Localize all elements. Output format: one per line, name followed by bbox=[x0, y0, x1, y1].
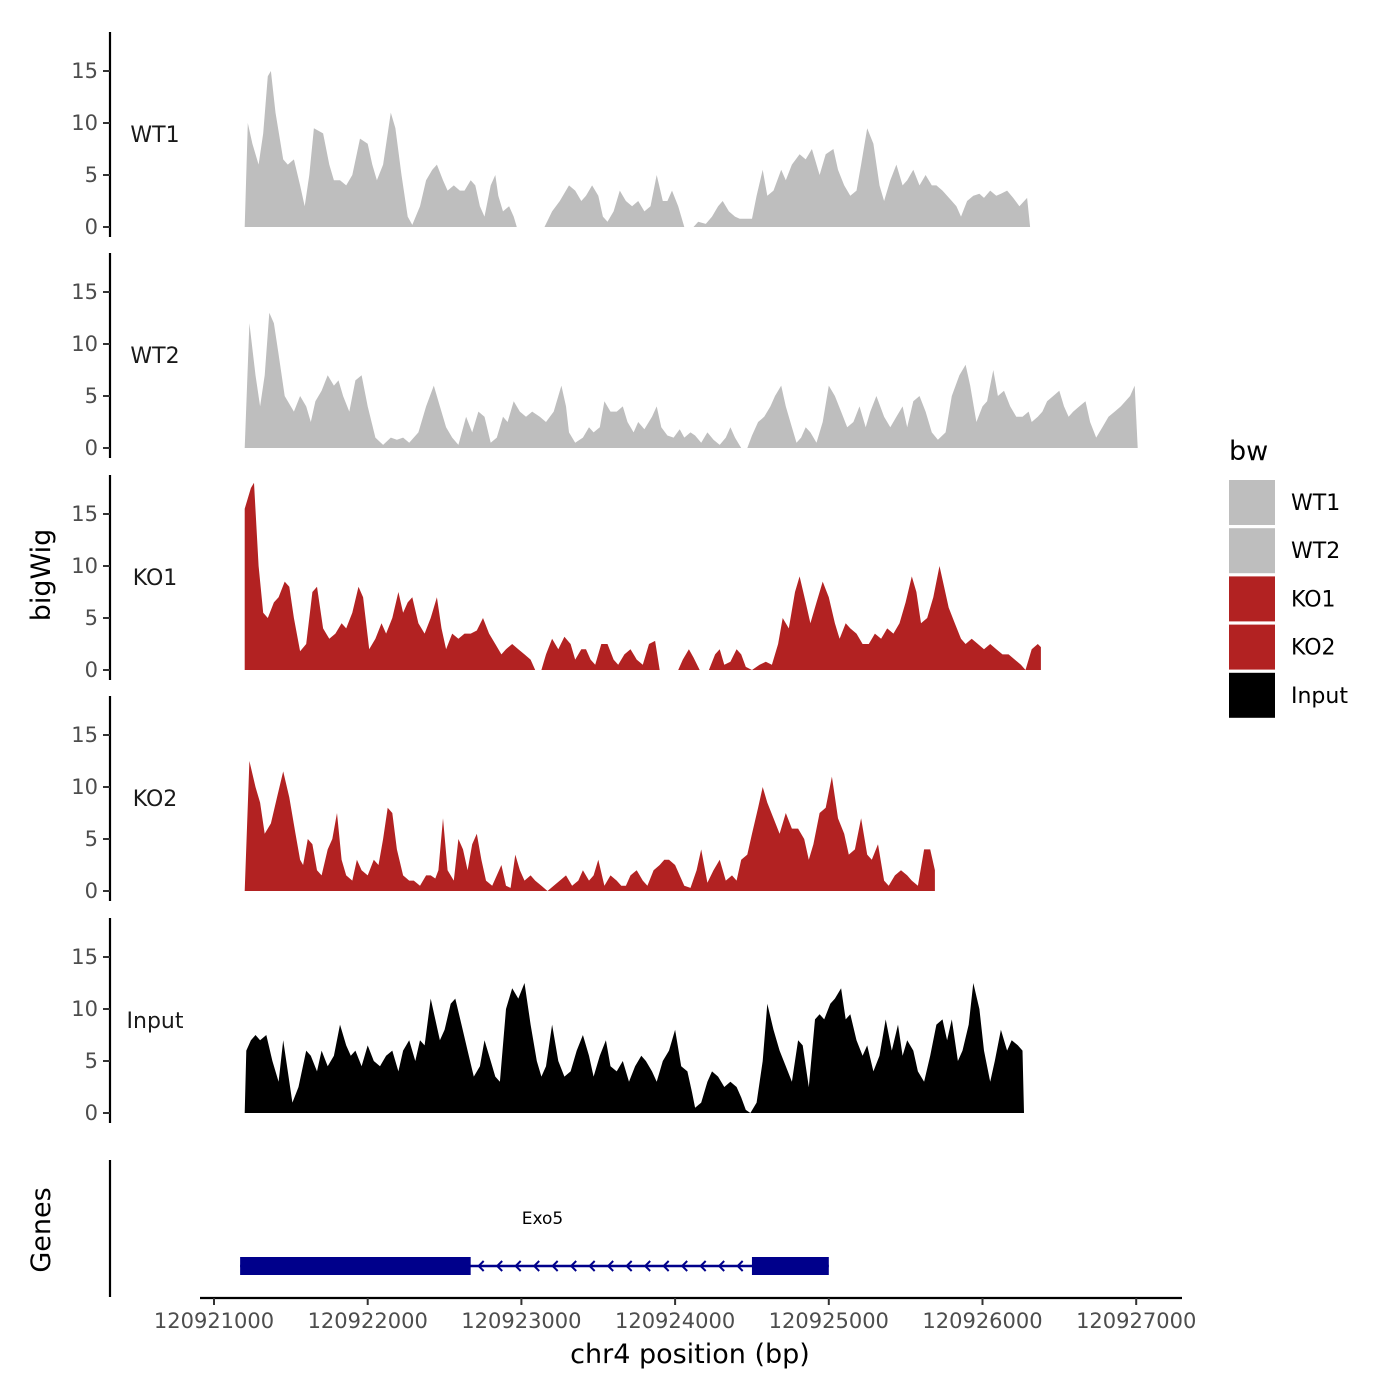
y-tick-label: 15 bbox=[71, 59, 98, 83]
y-tick-label: 15 bbox=[71, 502, 98, 526]
legend-swatch bbox=[1229, 528, 1275, 574]
legend-swatch bbox=[1229, 672, 1275, 718]
y-tick-label: 0 bbox=[85, 658, 98, 682]
x-tick-label: 120925000 bbox=[769, 1309, 889, 1333]
y-tick-label: 5 bbox=[85, 606, 98, 630]
signal-area-wt1 bbox=[244, 71, 1031, 227]
y-tick-label: 10 bbox=[71, 111, 98, 135]
legend-entry-ko2: KO2 bbox=[1229, 624, 1336, 670]
y-tick-label: 0 bbox=[85, 879, 98, 903]
gene-exon bbox=[240, 1257, 471, 1275]
y-tick-label: 10 bbox=[71, 332, 98, 356]
y-tick-label: 10 bbox=[71, 775, 98, 799]
track-label-wt2: WT2 bbox=[130, 344, 179, 369]
strand-arrow bbox=[717, 1260, 725, 1272]
y-tick-label: 5 bbox=[85, 384, 98, 408]
x-tick-label: 120922000 bbox=[308, 1309, 428, 1333]
x-axis: 120921000 120922000 120923000 120924000 1209… bbox=[154, 1296, 1196, 1333]
track-input: 0 5 10 15 Input bbox=[71, 918, 1024, 1125]
gene-exon bbox=[751, 1257, 829, 1275]
y-tick-label: 15 bbox=[71, 280, 98, 304]
strand-arrow bbox=[477, 1260, 485, 1272]
strand-arrow bbox=[662, 1260, 670, 1272]
x-tick-label: 120921000 bbox=[154, 1309, 274, 1333]
y-axis-title: bigWig bbox=[26, 529, 57, 622]
legend-swatch bbox=[1229, 576, 1275, 622]
track-label-ko1: KO1 bbox=[133, 566, 178, 591]
track-label-ko2: KO2 bbox=[133, 787, 178, 812]
y-tick-label: 10 bbox=[71, 997, 98, 1021]
gene-exo5: Exo5 bbox=[240, 1209, 829, 1275]
genes-axis-title: Genes bbox=[26, 1187, 57, 1272]
track-wt1: 0 5 10 15 WT1 bbox=[71, 32, 1031, 239]
legend-label: WT1 bbox=[1291, 491, 1340, 516]
y-tick-label: 5 bbox=[85, 1049, 98, 1073]
x-tick-label: 120924000 bbox=[615, 1309, 735, 1333]
strand-arrow bbox=[532, 1260, 540, 1272]
x-tick-label: 120923000 bbox=[461, 1309, 581, 1333]
legend-label: WT2 bbox=[1291, 539, 1340, 564]
gene-track: Exo5 bbox=[108, 1160, 829, 1297]
y-tick-label: 15 bbox=[71, 945, 98, 969]
strand-arrow bbox=[514, 1260, 522, 1272]
signal-area-ko1 bbox=[244, 482, 1041, 670]
legend-entry-input: Input bbox=[1229, 672, 1348, 718]
strand-arrow bbox=[680, 1260, 688, 1272]
track-wt2: 0 5 10 15 WT2 bbox=[71, 253, 1138, 460]
x-axis-title: chr4 position (bp) bbox=[570, 1339, 810, 1370]
strand-arrow bbox=[495, 1260, 503, 1272]
y-tick-label: 15 bbox=[71, 723, 98, 747]
track-ko2: 0 5 10 15 KO2 bbox=[71, 696, 1037, 903]
signal-area-input bbox=[244, 983, 1024, 1113]
legend-entry-wt2: WT2 bbox=[1229, 528, 1340, 574]
track-ko1: 0 5 10 15 KO1 bbox=[71, 475, 1041, 682]
legend: bw WT1 WT2 KO1 KO2 Input bbox=[1229, 436, 1348, 718]
strand-arrow bbox=[606, 1260, 614, 1272]
y-tick-label: 0 bbox=[85, 215, 98, 239]
legend-swatch bbox=[1229, 624, 1275, 670]
y-tick-label: 5 bbox=[85, 163, 98, 187]
legend-swatch bbox=[1229, 480, 1275, 525]
signal-area-wt2 bbox=[244, 312, 1138, 448]
y-tick-label: 0 bbox=[85, 436, 98, 460]
y-tick-label: 10 bbox=[71, 554, 98, 578]
track-label-input: Input bbox=[127, 1009, 184, 1034]
legend-title: bw bbox=[1229, 436, 1268, 467]
strand-arrow bbox=[699, 1260, 707, 1272]
x-tick-label: 120927000 bbox=[1076, 1309, 1196, 1333]
strand-arrow bbox=[551, 1260, 559, 1272]
legend-label: KO2 bbox=[1291, 636, 1336, 661]
y-tick-label: 0 bbox=[85, 1101, 98, 1125]
x-tick-label: 120926000 bbox=[922, 1309, 1042, 1333]
y-tick-label: 5 bbox=[85, 827, 98, 851]
strand-arrow bbox=[588, 1260, 596, 1272]
strand-arrow bbox=[736, 1260, 744, 1272]
legend-entry-wt1: WT1 bbox=[1229, 480, 1340, 525]
legend-entry-ko1: KO1 bbox=[1229, 576, 1336, 622]
track-label-wt1: WT1 bbox=[130, 123, 179, 148]
signal-tracks: 0 5 10 15 WT1 0 5 10 15 WT2 0 5 10 15 KO1 0 5 10 15 KO2 0 5 10… bbox=[71, 32, 1138, 1125]
legend-label: Input bbox=[1291, 684, 1348, 709]
strand-arrow bbox=[643, 1260, 651, 1272]
legend-label: KO1 bbox=[1291, 587, 1336, 612]
signal-area-ko2 bbox=[244, 761, 1037, 891]
strand-arrow bbox=[625, 1260, 633, 1272]
strand-arrow bbox=[569, 1260, 577, 1272]
gene-name-label: Exo5 bbox=[522, 1209, 564, 1229]
